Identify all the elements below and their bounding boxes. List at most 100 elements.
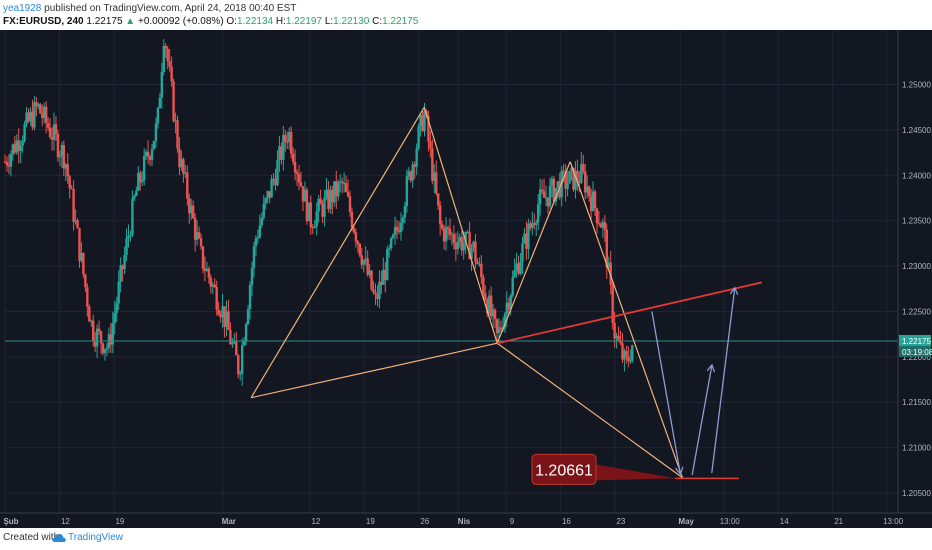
candle-body [168, 61, 171, 67]
candle-body [464, 231, 467, 244]
candle-body [272, 178, 275, 180]
publish-info: yea1928 published on TradingView.com, Ap… [3, 3, 296, 14]
candle-body [556, 181, 559, 188]
low-value: 1.22130 [333, 16, 370, 27]
candle-body [152, 140, 156, 150]
candle-body [303, 189, 307, 202]
candle-body [629, 360, 632, 362]
candle-body [623, 351, 626, 360]
candle-body [448, 228, 452, 235]
candle-body [486, 299, 489, 314]
candle-body [280, 146, 283, 160]
candle-body [440, 224, 444, 229]
candle-body [438, 205, 442, 225]
candle-body [480, 263, 483, 278]
candle-body [13, 144, 17, 153]
candle-body [39, 104, 42, 114]
candle-body [203, 268, 207, 271]
candle-body [323, 197, 326, 217]
candle-body [433, 172, 436, 181]
price-axis-bg [898, 30, 932, 528]
candle-body [331, 189, 334, 203]
candle-body [325, 189, 328, 198]
candle-body [401, 217, 405, 223]
countdown-tag [899, 345, 931, 357]
candle-body [154, 123, 158, 141]
candle-body [119, 265, 122, 282]
candle-body [248, 285, 252, 310]
candle-body [278, 146, 281, 160]
candle-body [544, 197, 548, 199]
candle-body [431, 148, 434, 181]
candle-body [580, 164, 583, 183]
candle-body [585, 186, 589, 193]
tradingview-cloud-icon [52, 534, 66, 542]
y-tick-label: 1.25000 [902, 80, 931, 89]
candle-body [335, 181, 338, 197]
candle-body [509, 295, 512, 310]
candle-body [452, 234, 456, 243]
candle-body [111, 323, 115, 345]
price-chart[interactable]: 1.20661 1.25000 1.24500 1.24000 1.23500 1.230… [0, 30, 932, 528]
candle-body [211, 284, 214, 287]
candle-body [123, 254, 126, 270]
candle-body [215, 286, 218, 310]
candle-body [64, 164, 67, 169]
candle-body [223, 306, 226, 327]
candle-body [362, 260, 365, 265]
candle-body [495, 319, 499, 334]
candle-body [221, 306, 224, 318]
candle-body [21, 140, 24, 146]
candle-body [419, 114, 422, 127]
candle-body [44, 106, 48, 123]
candle-body [242, 341, 246, 346]
candle-body [166, 48, 169, 62]
candle-body [429, 141, 432, 149]
candle-body [201, 246, 205, 269]
header-bar: yea1928 published on TradingView.com, Ap… [0, 0, 932, 30]
y-tick-label: 1.24500 [902, 126, 931, 135]
candle-body [150, 149, 154, 160]
candle-body [174, 120, 177, 122]
projection-arrow [651, 311, 680, 473]
callout-pointer [595, 464, 677, 481]
high-label: H: [275, 16, 286, 27]
candle-body [274, 178, 277, 186]
candle-body [497, 327, 501, 334]
candle-body [411, 164, 414, 181]
candle-body [546, 197, 550, 207]
candle-body [158, 97, 162, 109]
candle-body [531, 222, 534, 228]
candle-body [329, 189, 332, 209]
candle-body [29, 111, 32, 122]
candle-body [487, 295, 491, 314]
candle-body [370, 270, 373, 290]
candle-body [584, 171, 587, 193]
candle-body [50, 137, 54, 140]
candle-body [209, 277, 213, 287]
candle-body [213, 284, 216, 287]
candle-body [315, 211, 318, 227]
candle-body [354, 232, 358, 242]
tradingview-brand-link[interactable]: TradingView [68, 532, 124, 543]
candle-body [258, 225, 262, 238]
candle-body [178, 148, 181, 168]
candle-body [299, 182, 303, 187]
x-tick-label: 19 [366, 517, 375, 526]
open-label: O: [226, 16, 237, 27]
x-tick-label: 9 [510, 517, 515, 526]
candle-body [566, 183, 569, 189]
candle-body [570, 167, 573, 172]
candle-body [54, 124, 58, 134]
candle-body [117, 281, 120, 304]
candle-body [466, 231, 469, 233]
candle-body [219, 314, 222, 318]
candle-body [444, 227, 448, 242]
projection-arrow [691, 366, 712, 475]
candle-body [350, 211, 354, 228]
author-link[interactable]: yea1928 [3, 3, 42, 14]
candle-body [599, 224, 603, 228]
candle-body [337, 182, 340, 197]
candle-body [372, 289, 375, 293]
candle-body [288, 131, 291, 142]
